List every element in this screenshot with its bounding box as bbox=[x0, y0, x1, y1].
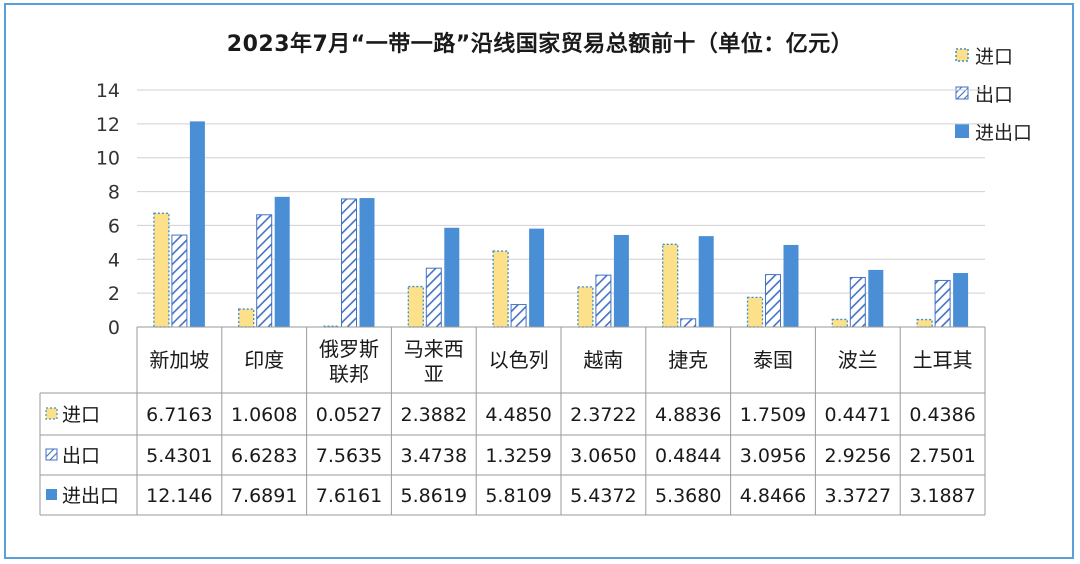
data-value-label: 7.6891 bbox=[231, 485, 297, 507]
bar-total bbox=[529, 228, 545, 327]
data-value-label: 3.1887 bbox=[909, 485, 975, 507]
bar-export bbox=[934, 279, 951, 328]
data-value-label: 2.9256 bbox=[825, 445, 891, 467]
bar-total bbox=[953, 273, 969, 327]
data-value-label: 3.0650 bbox=[570, 445, 636, 467]
bar-import bbox=[407, 285, 424, 328]
category-label: 土耳其 bbox=[913, 348, 973, 372]
data-value-label: 0.4471 bbox=[825, 404, 891, 426]
legend-swatch-import bbox=[955, 48, 969, 62]
bar-total bbox=[868, 269, 884, 327]
y-tick-label: 4 bbox=[108, 249, 120, 271]
category-label: 马来西 bbox=[404, 337, 464, 361]
bar-total bbox=[359, 198, 375, 327]
data-value-label: 6.7163 bbox=[146, 404, 212, 426]
category-label: 亚 bbox=[424, 362, 444, 386]
y-axis-ticks: 0 2 4 6 8 10 12 14 bbox=[96, 80, 120, 339]
data-value-label: 4.8466 bbox=[740, 485, 806, 507]
category-label: 越南 bbox=[583, 348, 623, 372]
bar-export bbox=[680, 318, 697, 328]
data-value-label: 5.4372 bbox=[570, 485, 636, 507]
legend-label-total: 进出口 bbox=[975, 121, 1033, 144]
bar-import bbox=[746, 296, 764, 328]
bars bbox=[153, 121, 969, 328]
table-swatch-import bbox=[45, 407, 58, 420]
y-tick-label: 8 bbox=[108, 182, 120, 204]
bar-import bbox=[662, 243, 679, 328]
chart-title: 2023年7月“一带一路”沿线国家贸易总额前十（单位：亿元） bbox=[226, 32, 854, 57]
data-value-label: 3.0956 bbox=[740, 445, 806, 467]
category-label: 波兰 bbox=[838, 348, 878, 372]
table-row-label: 出口 bbox=[62, 445, 100, 467]
data-value-label: 5.3680 bbox=[655, 485, 721, 507]
legend-label-import: 进口 bbox=[975, 45, 1014, 68]
data-value-label: 1.0608 bbox=[231, 404, 297, 426]
bar-total bbox=[189, 121, 205, 327]
bar-export bbox=[171, 234, 188, 328]
legend-swatch-total bbox=[955, 124, 969, 138]
bar-export bbox=[849, 276, 866, 328]
bar-export bbox=[765, 274, 781, 328]
data-value-label: 7.5635 bbox=[316, 445, 382, 467]
data-value-label: 0.0527 bbox=[316, 404, 382, 426]
data-value-label: 2.3882 bbox=[401, 404, 467, 426]
legend-item-total: 进出口 bbox=[955, 112, 1032, 150]
y-tick-label: 14 bbox=[96, 80, 120, 102]
category-label: 新加坡 bbox=[149, 348, 209, 372]
bar-import bbox=[831, 318, 848, 328]
data-value-label: 5.8619 bbox=[401, 485, 467, 507]
category-label: 捷克 bbox=[668, 348, 708, 372]
y-tick-label: 12 bbox=[96, 114, 120, 136]
bar-total bbox=[444, 227, 460, 327]
bar-export bbox=[341, 198, 357, 328]
data-value-label: 5.8109 bbox=[485, 485, 551, 507]
category-label: 以色列 bbox=[489, 348, 549, 372]
bar-total bbox=[613, 234, 629, 327]
bar-import bbox=[238, 308, 255, 328]
data-value-label: 12.146 bbox=[146, 485, 212, 507]
data-value-label: 6.6283 bbox=[231, 445, 297, 467]
data-value-label: 0.4844 bbox=[655, 445, 721, 467]
bar-import bbox=[577, 286, 594, 328]
bar-import bbox=[153, 212, 170, 328]
category-label: 联邦 bbox=[329, 362, 369, 386]
bar-export bbox=[595, 274, 612, 328]
data-value-label: 3.3727 bbox=[825, 485, 891, 507]
data-value-label: 2.3722 bbox=[570, 404, 636, 426]
data-value-label: 7.6161 bbox=[316, 485, 382, 507]
table-swatch-total bbox=[46, 489, 57, 500]
y-tick-label: 2 bbox=[108, 283, 120, 305]
data-value-label: 4.8836 bbox=[655, 404, 721, 426]
bar-export bbox=[425, 267, 442, 328]
category-label: 泰国 bbox=[753, 348, 793, 372]
data-value-label: 5.4301 bbox=[146, 445, 212, 467]
bar-export bbox=[256, 214, 273, 328]
table-swatch-export bbox=[45, 448, 58, 461]
data-value-label: 1.3259 bbox=[485, 445, 551, 467]
category-label: 印度 bbox=[244, 348, 284, 372]
data-value-label: 4.4850 bbox=[485, 404, 551, 426]
bar-export bbox=[510, 304, 527, 328]
bar-total bbox=[274, 196, 290, 327]
data-value-label: 0.4386 bbox=[909, 404, 975, 426]
bar-total bbox=[698, 236, 714, 327]
legend-item-import: 进口 bbox=[955, 36, 1032, 74]
table-row-label: 进口 bbox=[62, 404, 100, 426]
table-row-label: 进出口 bbox=[62, 485, 119, 507]
category-label: 俄罗斯 bbox=[319, 337, 379, 361]
legend-label-export: 出口 bbox=[975, 83, 1014, 106]
bar-import bbox=[916, 318, 933, 328]
y-tick-label: 0 bbox=[108, 317, 120, 339]
bar-import bbox=[492, 250, 509, 328]
bar-total bbox=[783, 244, 799, 327]
data-value-label: 2.7501 bbox=[909, 445, 975, 467]
y-tick-label: 6 bbox=[108, 215, 120, 237]
data-value-label: 1.7509 bbox=[740, 404, 806, 426]
y-tick-label: 10 bbox=[96, 148, 120, 170]
data-value-label: 3.4738 bbox=[401, 445, 467, 467]
